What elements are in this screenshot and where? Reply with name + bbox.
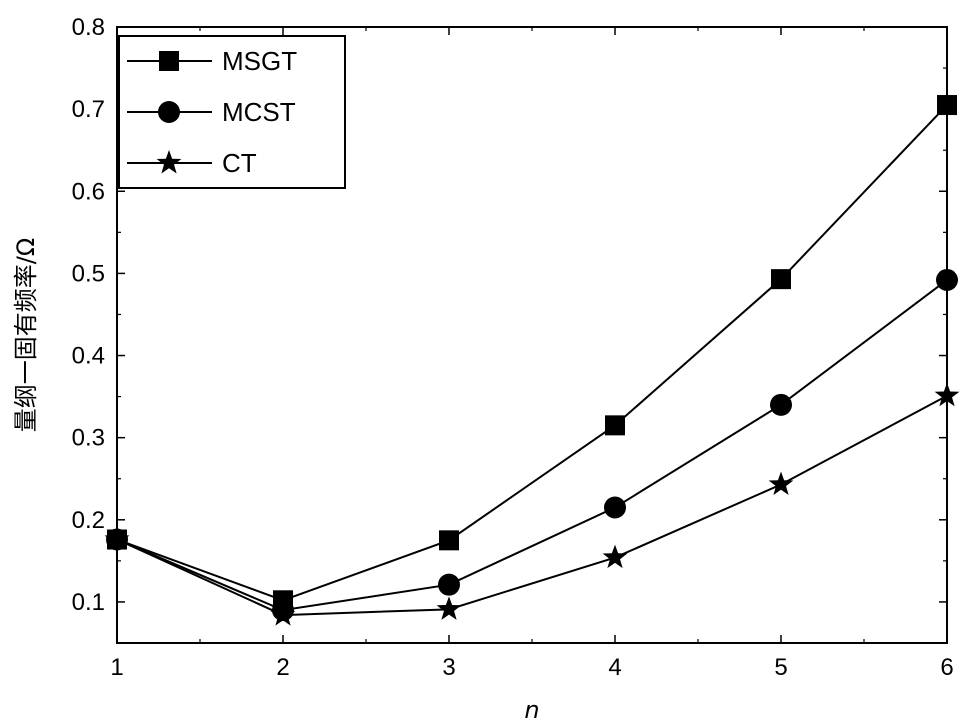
- data-point-ct: [768, 471, 794, 495]
- y-tick-label: 0.5: [72, 260, 105, 287]
- x-tick-label: 5: [774, 654, 787, 681]
- series-line-msgt: [116, 104, 948, 602]
- series-layer: [104, 95, 960, 626]
- data-point-msgt: [107, 529, 127, 550]
- series-line-mcst: [116, 279, 948, 612]
- data-point-msgt: [273, 590, 293, 611]
- y-tick-label: 0.6: [72, 178, 105, 205]
- y-tick-label: 0.2: [72, 507, 105, 534]
- series-line-ct: [116, 394, 948, 617]
- legend-item-ct: CT: [127, 148, 257, 178]
- data-point-mcst: [438, 573, 460, 596]
- legend-marker-msgt: [159, 51, 179, 71]
- x-tick-label: 4: [608, 654, 621, 681]
- data-point-msgt: [439, 530, 459, 551]
- y-tick-label: 0.7: [72, 96, 105, 123]
- legend-marker-mcst: [158, 101, 180, 123]
- x-axis: 1 2 3 4 5 6: [110, 27, 954, 681]
- y-tick-label: 0.1: [72, 589, 105, 616]
- data-point-ct: [934, 382, 960, 407]
- data-point-mcst: [770, 393, 792, 416]
- legend-item-msgt: MSGT: [127, 46, 297, 76]
- x-tick-label: 3: [442, 654, 455, 681]
- y-axis-label: 量纲一固有频率/Ω: [12, 238, 40, 432]
- legend-label-ct: CT: [222, 148, 257, 178]
- data-point-mcst: [936, 268, 958, 291]
- data-point-msgt: [937, 95, 957, 116]
- data-point-mcst: [604, 496, 626, 519]
- data-point-ct: [436, 596, 462, 620]
- legend-marker-ct: [156, 150, 182, 174]
- data-point-ct: [602, 544, 628, 569]
- y-tick-label: 0.8: [72, 14, 105, 41]
- legend-item-mcst: MCST: [127, 97, 296, 127]
- y-axis: 0.1 0.2 0.3 0.4 0.5 0.6 0.7 0.8: [72, 14, 947, 644]
- legend: MSGT MCST CT: [118, 35, 346, 189]
- x-tick-label: 2: [276, 654, 289, 681]
- data-point-msgt: [605, 415, 625, 436]
- x-tick-label: 6: [940, 654, 953, 681]
- series-mcst: [106, 268, 958, 622]
- x-tick-label: 1: [110, 654, 123, 681]
- data-point-msgt: [771, 269, 791, 290]
- legend-label-mcst: MCST: [222, 97, 296, 127]
- legend-label-msgt: MSGT: [222, 46, 297, 76]
- y-tick-label: 0.4: [72, 343, 105, 370]
- y-tick-label: 0.3: [72, 425, 105, 452]
- x-axis-label: n: [524, 696, 539, 724]
- series-msgt: [107, 95, 957, 611]
